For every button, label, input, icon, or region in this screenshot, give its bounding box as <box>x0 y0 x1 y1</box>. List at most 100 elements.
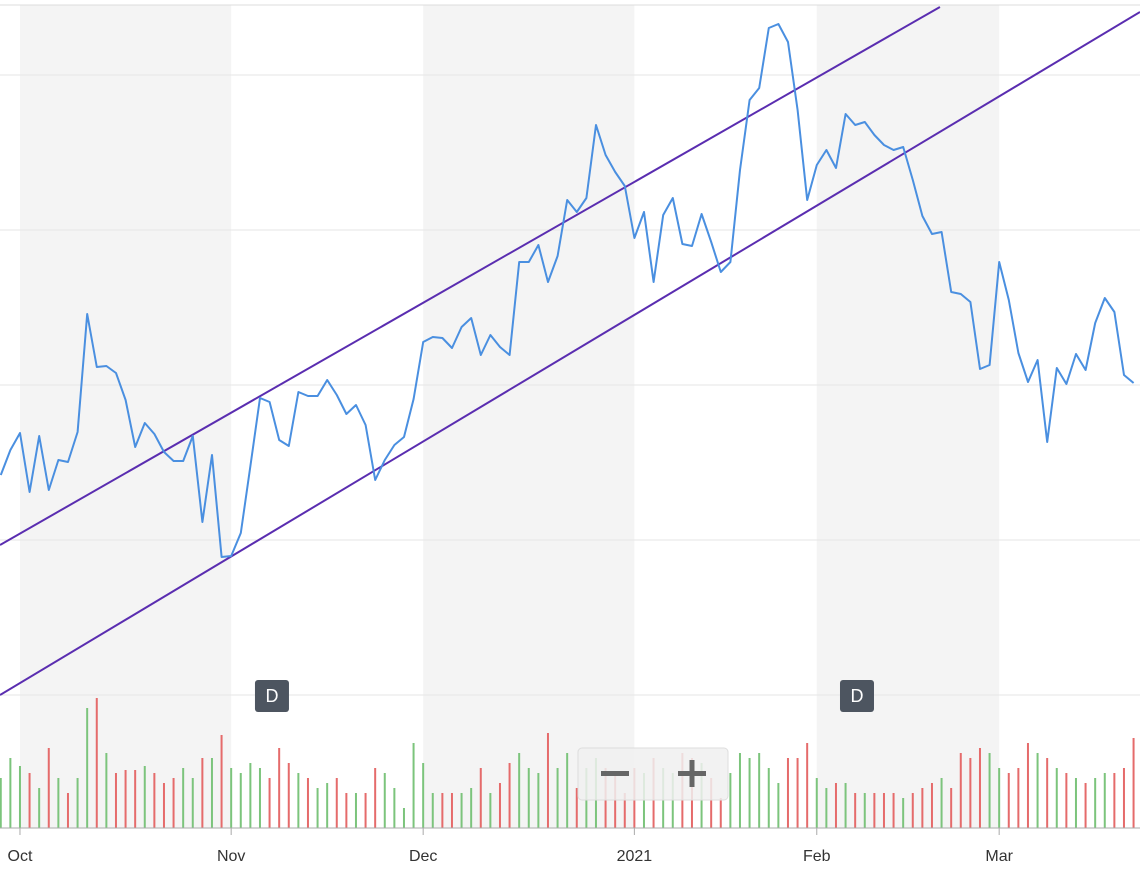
x-tick-label: 2021 <box>617 848 653 865</box>
volume-bar <box>86 708 89 828</box>
volume-bar <box>527 768 530 828</box>
volume-bar <box>153 773 156 828</box>
volume-bar <box>287 763 290 828</box>
volume-bar <box>422 763 425 828</box>
volume-bar <box>930 783 933 828</box>
volume-bar <box>508 763 511 828</box>
volume-bar <box>796 758 799 828</box>
volume-bar <box>873 793 876 828</box>
volume-bar <box>182 768 185 828</box>
event-marker-label: D <box>265 686 278 706</box>
volume-bar <box>1017 768 1020 828</box>
volume-bar <box>911 793 914 828</box>
volume-bar <box>47 748 50 828</box>
volume-bar <box>191 778 194 828</box>
volume-bar <box>76 778 79 828</box>
volume-bar <box>806 743 809 828</box>
volume-bar <box>460 793 463 828</box>
volume-bar <box>143 766 146 828</box>
volume-bar <box>498 783 501 828</box>
zoom-in-icon-v <box>689 760 695 787</box>
volume-bar <box>28 773 31 828</box>
volume-bar <box>95 698 98 828</box>
price-line <box>0 23 1135 558</box>
volume-bar <box>393 788 396 828</box>
volume-bar <box>537 773 540 828</box>
volume-bar <box>479 768 482 828</box>
volume-bar <box>278 748 281 828</box>
volume-bar <box>729 773 732 828</box>
volume-bar <box>738 753 741 828</box>
volume-bar <box>210 758 213 828</box>
volume-bar <box>786 758 789 828</box>
volume-bar <box>777 783 780 828</box>
volume-bar <box>306 778 309 828</box>
x-tick-label: Mar <box>985 848 1013 865</box>
volume-bar <box>825 788 828 828</box>
event-marker[interactable]: D <box>254 680 289 712</box>
month-band <box>19 5 232 828</box>
volume-bar <box>921 788 924 828</box>
zoom-in-button[interactable] <box>678 760 706 787</box>
volume-bar <box>105 753 108 828</box>
volume-bar <box>719 798 722 828</box>
volume-bar <box>114 773 117 828</box>
event-marker-box <box>254 680 289 712</box>
volume-bar <box>402 808 405 828</box>
x-tick-label: Oct <box>8 848 33 865</box>
volume-bar <box>450 793 453 828</box>
volume-bar <box>1046 758 1049 828</box>
volume-bar <box>623 793 626 828</box>
zoom-out-button[interactable] <box>601 771 629 776</box>
volume-bar <box>556 768 559 828</box>
trend-line <box>0 11 1140 696</box>
volume-bar <box>844 783 847 828</box>
event-marker[interactable]: D <box>839 680 874 712</box>
x-tick-label: Nov <box>217 848 245 865</box>
volume-bar <box>1055 768 1058 828</box>
volume-bar <box>882 793 885 828</box>
volume-bar <box>0 778 2 828</box>
volume-bar <box>162 783 165 828</box>
volume-bar <box>1113 773 1116 828</box>
volume-bar <box>66 793 69 828</box>
volume-bar <box>1094 778 1097 828</box>
x-tick-label: Dec <box>409 848 437 865</box>
volume-bar <box>335 778 338 828</box>
volume-bar <box>412 743 415 828</box>
volume-bar <box>230 768 233 828</box>
volume-bar <box>431 793 434 828</box>
volume-bar <box>1007 773 1010 828</box>
volume-bar <box>767 768 770 828</box>
zoom-out-icon <box>601 771 629 776</box>
volume-bar <box>758 753 761 828</box>
volume-bar <box>815 778 818 828</box>
volume-bar <box>1103 773 1106 828</box>
volume-bar <box>998 768 1001 828</box>
volume-bar <box>892 793 895 828</box>
volume-bar <box>9 758 12 828</box>
volume-bar <box>1026 743 1029 828</box>
volume-bar <box>354 793 357 828</box>
volume-bar <box>220 735 223 828</box>
volume-bar <box>239 773 242 828</box>
volume-bar <box>316 788 319 828</box>
volume-bar <box>854 793 857 828</box>
volume-bar <box>710 778 713 828</box>
volume-bar <box>268 778 271 828</box>
volume-bar <box>249 763 252 828</box>
volume-bar <box>38 788 41 828</box>
volume-bar <box>124 770 127 828</box>
volume-bar <box>345 793 348 828</box>
volume-bar <box>441 793 444 828</box>
volume-bar <box>383 773 386 828</box>
volume-bar <box>518 753 521 828</box>
event-marker-box <box>839 680 874 712</box>
volume-bar <box>575 788 578 828</box>
volume-bar <box>940 778 943 828</box>
volume-bar <box>57 778 60 828</box>
month-bands <box>19 5 1000 828</box>
volume-bar <box>1065 773 1068 828</box>
volume-bar <box>258 768 261 828</box>
